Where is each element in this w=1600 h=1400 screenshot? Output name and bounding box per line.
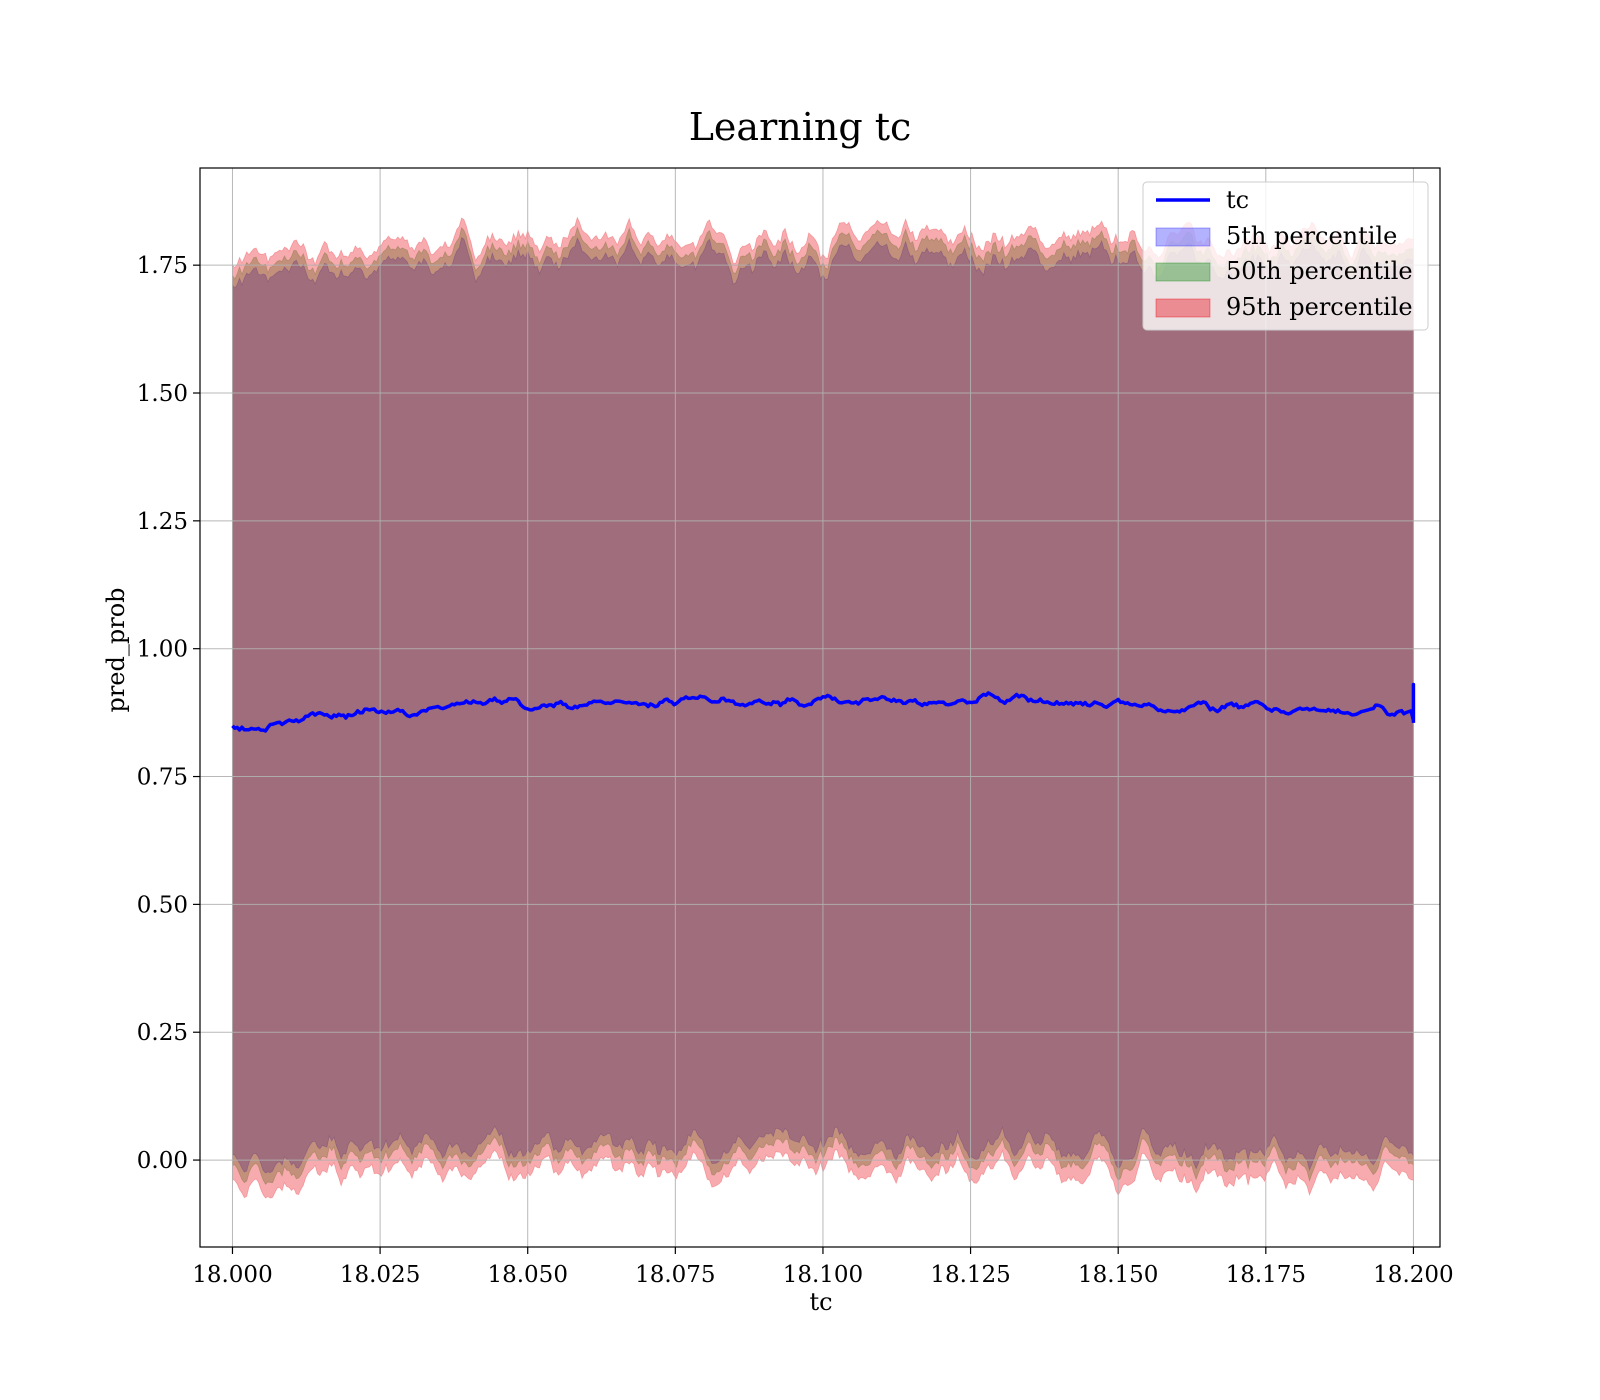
chart-title: Learning tc [689, 105, 912, 149]
grid [200, 168, 1440, 1247]
x-tick-label: 18.175 [1226, 1262, 1306, 1288]
x-tick-label: 18.050 [487, 1262, 567, 1288]
y-tick-label: 0.25 [137, 1020, 188, 1046]
y-tick-label: 0.50 [137, 892, 188, 918]
legend-swatch-95th [1155, 298, 1211, 318]
y-tick-label: 0.00 [137, 1148, 188, 1174]
x-tick-label: 18.125 [930, 1262, 1010, 1288]
x-tick-label: 18.200 [1373, 1262, 1453, 1288]
legend-swatch-50th [1155, 262, 1211, 282]
legend-label-95th: 95th percentile [1226, 293, 1413, 321]
y-axis-ticks: 0.00 0.25 0.50 0.75 1.00 1.25 1.50 1.75 [137, 253, 200, 1174]
legend: tc 5th percentile 50th percentile 95th p… [1142, 181, 1429, 331]
legend-label-5th: 5th percentile [1226, 222, 1397, 250]
legend-swatch-5th [1155, 227, 1211, 247]
tc-line [231, 682, 1416, 733]
x-tick-label: 18.150 [1078, 1262, 1158, 1288]
legend-box [1142, 181, 1429, 331]
plot-frame [199, 167, 1441, 1248]
legend-label-tc: tc [1226, 186, 1249, 214]
y-tick-label: 1.00 [137, 637, 188, 663]
x-tick-label: 18.075 [635, 1262, 715, 1288]
legend-label-50th: 50th percentile [1226, 257, 1413, 285]
y-tick-label: 0.75 [137, 765, 188, 791]
y-axis-label: pred_prob [102, 587, 130, 712]
x-tick-label: 18.000 [192, 1262, 272, 1288]
x-axis-label: tc [809, 1288, 832, 1316]
x-axis-ticks: 18.000 18.025 18.050 18.075 18.100 18.125 18.1… [192, 1247, 1454, 1288]
tc-line-layer [231, 682, 1416, 733]
y-tick-label: 1.75 [137, 253, 188, 279]
x-tick-label: 18.100 [783, 1262, 863, 1288]
x-tick-label: 18.025 [340, 1262, 420, 1288]
y-tick-label: 1.50 [137, 381, 188, 407]
y-tick-label: 1.25 [137, 509, 188, 535]
